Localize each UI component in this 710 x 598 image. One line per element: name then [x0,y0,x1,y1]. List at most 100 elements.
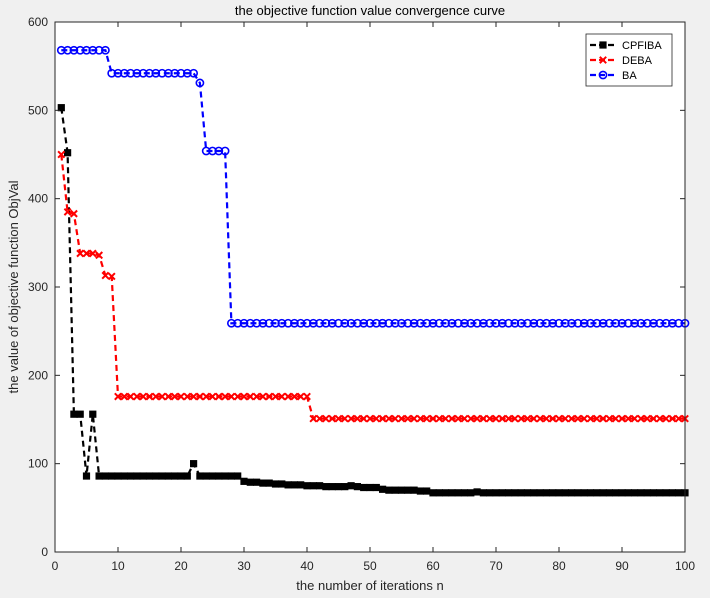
data-point-ba [264,318,274,328]
data-point-ba [428,318,438,328]
data-point-deba [473,414,482,423]
data-point-ba [510,318,520,328]
data-point-ba [208,146,217,156]
data-point-ba [283,318,293,328]
data-point-ba [623,318,633,328]
data-point-ba [321,318,331,328]
data-point-cpfiba [649,489,658,497]
data-point-deba [233,392,242,401]
data-point-deba [391,414,400,423]
data-point-ba [567,318,576,328]
x-tick-label: 100 [675,559,695,573]
data-point-ba [233,318,243,328]
data-point-deba [429,414,437,423]
data-point-ba [346,318,356,328]
data-point-ba [252,318,261,328]
data-point-cpfiba [101,472,110,480]
data-point-ba [573,318,583,328]
data-point-deba [573,414,582,423]
data-point-cpfiba [202,472,210,480]
data-point-cpfiba [630,489,639,497]
data-point-ba [94,45,104,55]
chart-title: the objective function value convergence… [235,3,505,18]
data-point-deba [618,414,626,423]
x-tick-label: 30 [237,559,251,573]
data-point-ba [441,318,450,328]
data-point-ba [315,318,324,328]
data-point-cpfiba [498,489,506,497]
data-point-deba [290,392,299,401]
data-point-deba [479,414,488,423]
data-point-cpfiba [309,482,317,490]
data-point-deba [240,392,248,401]
data-point-deba [529,414,538,423]
data-point-cpfiba [271,480,280,488]
data-point-cpfiba [435,489,443,497]
data-point-cpfiba [448,489,456,497]
data-point-cpfiba [574,489,582,497]
data-point-cpfiba [259,479,267,487]
data-point-deba [334,414,343,423]
series-deba [57,150,689,423]
data-point-deba [158,392,167,401]
data-point-ba [296,318,306,328]
data-point-cpfiba [542,489,551,497]
data-point-deba [132,392,141,401]
data-point-deba [101,271,110,280]
data-point-cpfiba [152,472,160,480]
data-point-cpfiba [158,472,166,480]
x-tick-label: 70 [489,559,503,573]
data-point-deba [170,392,179,401]
series-ba [56,45,690,328]
data-point-cpfiba [234,472,242,480]
data-point-ba [239,318,249,328]
data-point-deba [561,414,570,423]
data-point-ba [434,318,444,328]
data-point-cpfiba [561,489,569,497]
data-point-ba [586,318,595,328]
data-point-ba [88,45,98,55]
plot-area [56,45,690,497]
data-point-ba [579,318,589,328]
data-point-ba [170,68,180,78]
data-point-ba [359,318,369,328]
data-point-deba [630,414,639,423]
data-point-deba [177,392,185,401]
data-point-deba [542,414,551,423]
data-point-deba [309,414,318,423]
legend-label-cpfiba: CPFIBA [622,40,662,52]
data-point-cpfiba [133,472,141,480]
data-point-ba [649,318,658,328]
data-point-deba [296,392,305,401]
data-point-deba [340,414,349,423]
data-point-cpfiba [290,481,298,489]
data-point-cpfiba [567,489,576,497]
data-point-deba [63,208,72,216]
data-point-ba [548,318,558,328]
data-point-ba [516,318,526,328]
data-point-ba [145,68,154,78]
data-point-deba [246,392,255,401]
data-point-cpfiba [221,472,229,480]
data-point-cpfiba [473,488,481,496]
x-tick-label: 40 [300,559,314,573]
data-point-deba [605,414,614,423]
legend-label-deba: DEBA [622,55,653,67]
data-point-ba [611,318,621,328]
data-point-ba [302,318,312,328]
series-line-deba [60,154,685,420]
data-point-ba [523,318,532,328]
data-point-ba [466,318,476,328]
data-point-ba [308,318,318,328]
data-point-ba [415,318,425,328]
data-point-cpfiba [114,472,122,480]
data-point-deba [454,414,463,423]
x-tick-label: 20 [174,559,188,573]
data-point-deba [189,392,198,401]
data-point-cpfiba [347,482,355,490]
data-point-cpfiba [334,483,343,491]
data-point-cpfiba [360,483,368,492]
data-point-cpfiba [675,489,683,497]
data-point-cpfiba [536,489,544,497]
data-point-ba [598,318,608,328]
